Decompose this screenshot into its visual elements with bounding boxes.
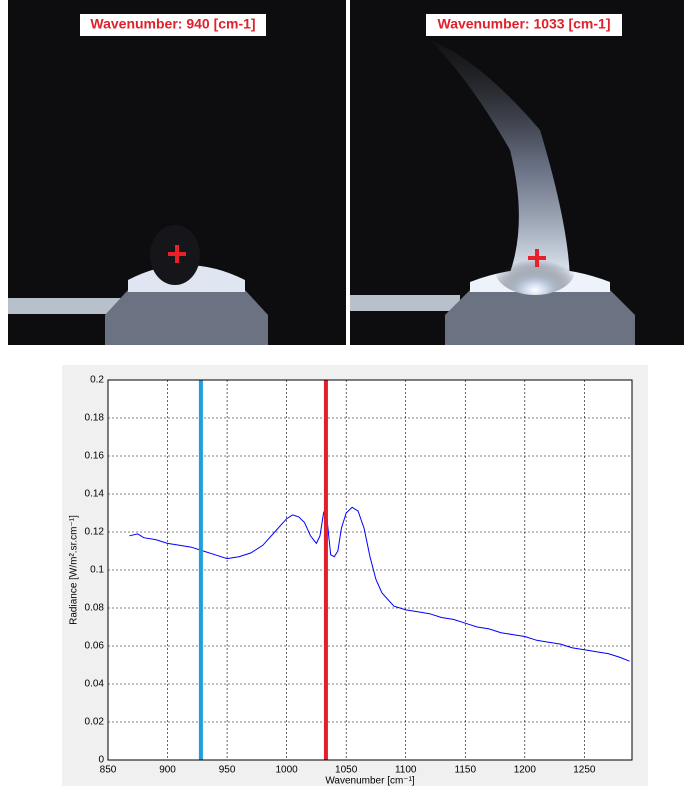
y-tick-label: 0.1 [90, 565, 104, 576]
x-tick-label: 1000 [276, 765, 299, 776]
y-tick-label: 0.06 [85, 641, 105, 652]
x-tick-label: 1200 [514, 765, 537, 776]
x-tick-label: 1050 [335, 765, 358, 776]
x-tick-label: 1150 [455, 765, 477, 776]
y-tick-label: 0 [98, 755, 104, 766]
y-axis-label: Radiance [W/m².sr.cm⁻¹] [69, 515, 80, 625]
x-tick-label: 1250 [573, 765, 596, 776]
y-tick-label: 0.18 [85, 413, 105, 424]
axes-frame [107, 379, 633, 761]
x-tick-label: 1100 [395, 765, 417, 776]
y-tick-label: 0.02 [85, 717, 105, 728]
x-tick-label: 850 [100, 765, 117, 776]
plume [430, 40, 570, 285]
y-tick-label: 0.08 [85, 603, 105, 614]
y-tick-label: 0.14 [85, 489, 105, 500]
image-label: Wavenumber: 940 [cm-1] [90, 16, 255, 32]
nozzle [8, 265, 635, 345]
y-tick-label: 0.12 [85, 527, 105, 538]
x-tick-label: 900 [159, 765, 176, 776]
x-tick-label: 950 [219, 765, 236, 776]
plume [495, 245, 575, 295]
y-tick-label: 0.04 [85, 679, 105, 690]
label-box [80, 14, 266, 36]
image-label: Wavenumber: 1033 [cm-1] [438, 16, 611, 32]
data-line [129, 506, 630, 662]
label-box [426, 14, 622, 36]
cross-marker [168, 245, 546, 267]
x-axis-label: Wavenumber [cm⁻¹] [325, 776, 415, 786]
y-tick-label: 0.16 [85, 451, 105, 462]
y-tick-label: 0.2 [90, 375, 104, 386]
